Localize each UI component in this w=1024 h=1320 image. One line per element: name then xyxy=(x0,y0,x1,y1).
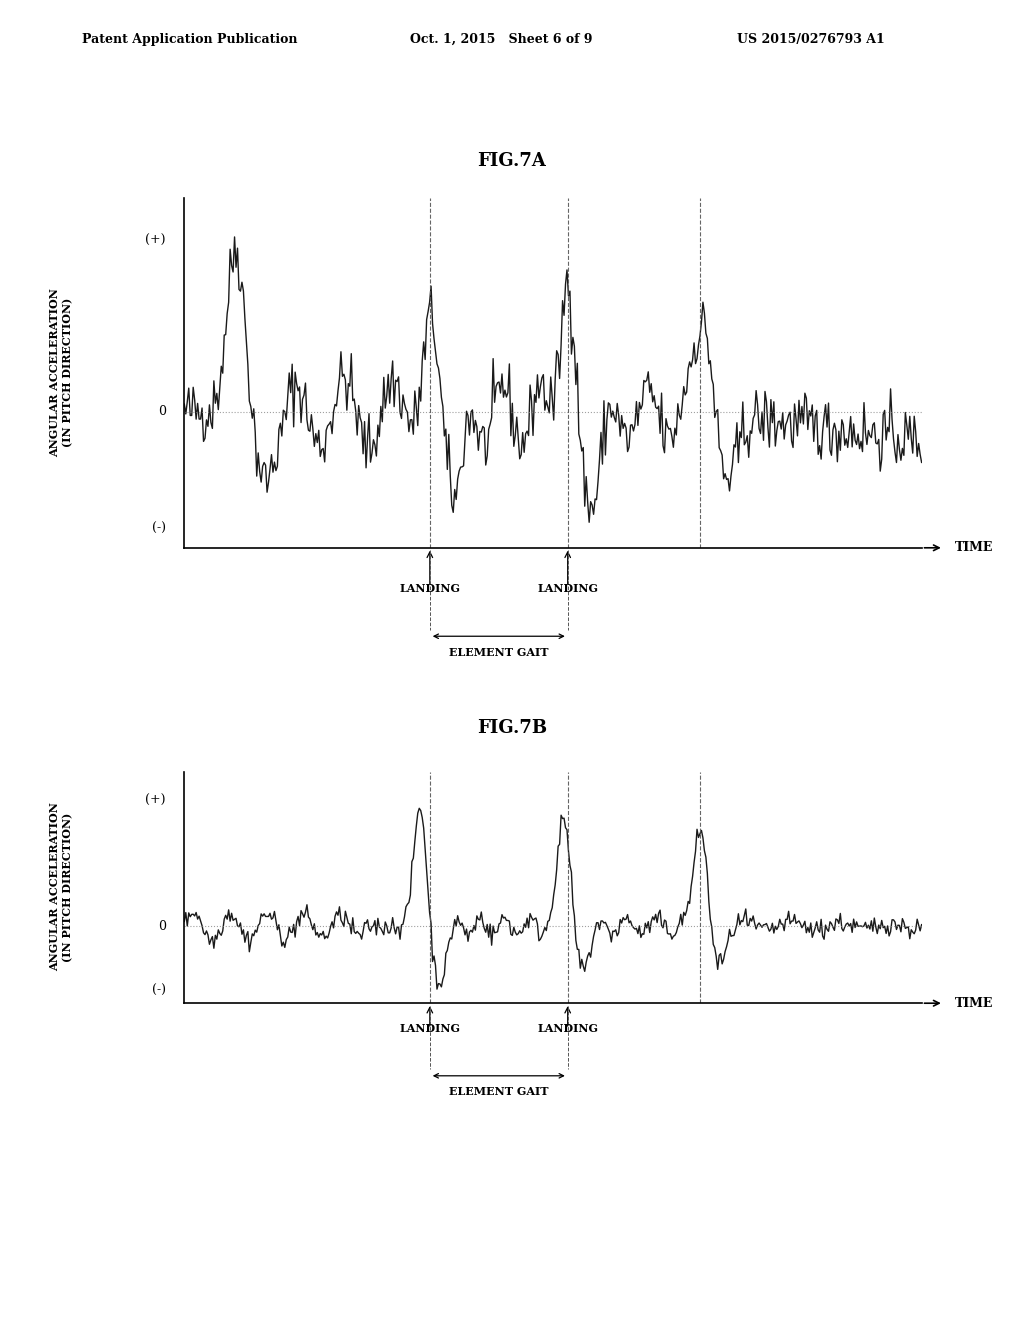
Text: FIG.7B: FIG.7B xyxy=(477,719,547,738)
Text: ANGULAR ACCELERATION
(IN PITCH DIRECTION): ANGULAR ACCELERATION (IN PITCH DIRECTION… xyxy=(49,803,74,972)
Text: US 2015/0276793 A1: US 2015/0276793 A1 xyxy=(737,33,885,46)
Text: LANDING: LANDING xyxy=(538,1023,598,1034)
Text: 0: 0 xyxy=(158,405,166,418)
Text: 0: 0 xyxy=(158,920,166,933)
Text: LANDING: LANDING xyxy=(399,1023,461,1034)
Text: (-): (-) xyxy=(152,521,166,535)
Text: TIME: TIME xyxy=(954,997,993,1010)
Text: ELEMENT GAIT: ELEMENT GAIT xyxy=(449,1086,549,1097)
Text: LANDING: LANDING xyxy=(399,583,461,594)
Text: TIME: TIME xyxy=(954,541,993,554)
Text: (+): (+) xyxy=(145,234,166,247)
Text: ANGULAR ACCELERATION
(IN PITCH DIRECTION): ANGULAR ACCELERATION (IN PITCH DIRECTION… xyxy=(49,288,74,457)
Text: Patent Application Publication: Patent Application Publication xyxy=(82,33,297,46)
Text: FIG.7A: FIG.7A xyxy=(477,152,547,170)
Text: (-): (-) xyxy=(152,983,166,997)
Text: LANDING: LANDING xyxy=(538,583,598,594)
Text: ELEMENT GAIT: ELEMENT GAIT xyxy=(449,647,549,657)
Text: (+): (+) xyxy=(145,793,166,807)
Text: Oct. 1, 2015   Sheet 6 of 9: Oct. 1, 2015 Sheet 6 of 9 xyxy=(410,33,592,46)
